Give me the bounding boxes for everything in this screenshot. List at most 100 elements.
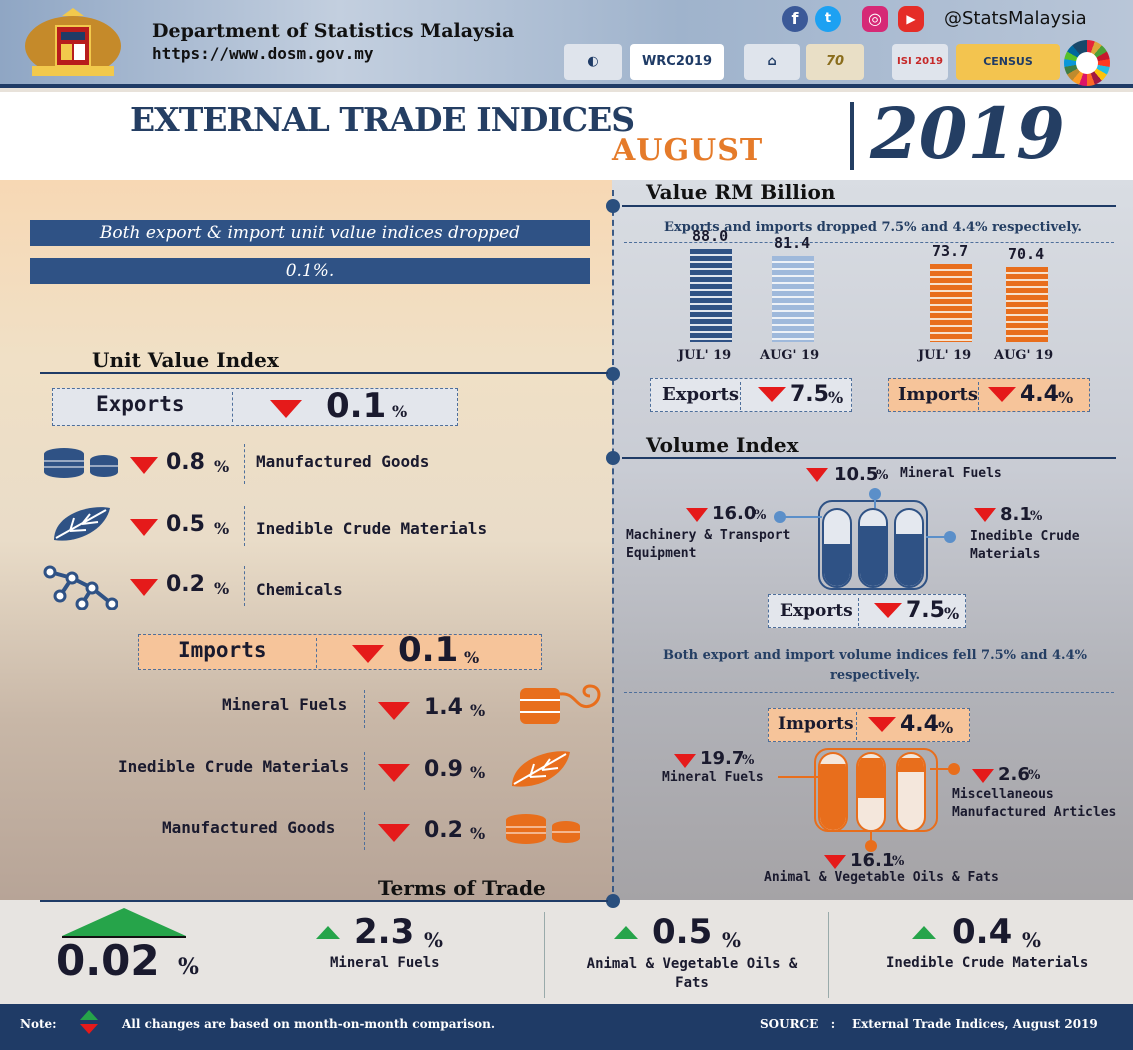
down-arrow-icon xyxy=(868,717,896,732)
value-bar-period: JUL' 19 xyxy=(918,348,972,363)
uv-import-item-value: 0.9 xyxy=(424,757,463,782)
value-bar-label: 88.0 xyxy=(692,227,729,245)
pct-sign: % xyxy=(1030,509,1043,524)
value-bar-imports-1 xyxy=(1006,267,1048,342)
box-divider xyxy=(244,566,245,606)
uv-imports-box xyxy=(138,634,542,670)
uv-imports-value: 0.1 xyxy=(398,630,459,670)
up-arrow-icon xyxy=(80,1010,98,1020)
vol-export-item-value: 16.0 xyxy=(712,503,757,524)
volume-caption: Both export and import volume indices fe… xyxy=(663,648,1087,683)
value-bar-label: 81.4 xyxy=(774,234,811,252)
uv-imports-label: Imports xyxy=(178,638,267,662)
vol-import-item-label: Animal & Vegetable Oils & Fats xyxy=(764,870,999,885)
terms-item-label: Mineral Fuels xyxy=(330,955,440,971)
pct-sign: % xyxy=(944,604,960,623)
pct-sign: % xyxy=(214,519,230,538)
pct-sign: % xyxy=(214,457,230,476)
value-exports-box xyxy=(650,378,852,412)
value-caption: Exports and imports dropped 7.5% and 4.4… xyxy=(664,220,1082,235)
anniversary-logo: 70 xyxy=(806,44,864,80)
timeline-node xyxy=(606,894,620,908)
value-bar-period: JUL' 19 xyxy=(678,348,732,363)
dept-name: Department of Statistics Malaysia xyxy=(152,20,515,42)
volume-title: Volume Index xyxy=(646,433,799,457)
terms-title: Terms of Trade xyxy=(378,876,546,900)
source-label: SOURCE : xyxy=(760,1017,836,1031)
coat-of-arms-logo xyxy=(25,8,121,76)
value-imports-label: Imports xyxy=(898,384,978,405)
note-label: Note: xyxy=(20,1017,57,1031)
uv-export-item-value: 0.2 xyxy=(166,572,205,597)
statistics-logo: ◐ xyxy=(564,44,622,80)
coins-icon xyxy=(44,448,118,478)
down-arrow-icon xyxy=(806,468,828,482)
vol-export-item-label: Machinery & Transport Equipment xyxy=(626,528,791,561)
terms-item-label: Animal & Vegetable Oils & Fats xyxy=(586,956,798,991)
vol-exports-value: 7.5 xyxy=(906,598,945,623)
isi2019-logo: ISI 2019 xyxy=(892,44,948,80)
title-band xyxy=(0,92,1133,180)
vol-export-item-label: Inedible Crude Materials xyxy=(970,529,1080,562)
cylinder-machinery xyxy=(822,508,852,588)
up-arrow-icon xyxy=(316,926,340,939)
timeline-node xyxy=(606,367,620,381)
molecule-icon xyxy=(43,565,118,610)
timeline-node xyxy=(606,451,620,465)
section-underline xyxy=(622,205,1116,207)
uv-export-item-label: Inedible Crude Materials xyxy=(256,519,488,538)
box-divider xyxy=(364,752,365,790)
pct-sign: % xyxy=(178,954,199,980)
pct-sign: % xyxy=(754,508,767,523)
vol-import-item-value: 2.6 xyxy=(998,764,1030,785)
dept-url[interactable]: https://www.dosm.gov.my xyxy=(152,44,374,63)
pct-sign: % xyxy=(470,763,486,782)
cylinder-crude xyxy=(894,508,924,588)
section-underline xyxy=(622,457,1116,459)
connector-line xyxy=(926,536,948,538)
pct-sign: % xyxy=(892,854,905,869)
facebook-icon[interactable]: f xyxy=(782,6,808,32)
leaf-icon xyxy=(512,751,570,787)
connector-dot xyxy=(865,840,877,852)
title-month: AUGUST xyxy=(612,133,764,168)
pct-sign: % xyxy=(742,753,755,768)
box-divider xyxy=(244,444,245,484)
down-arrow-icon xyxy=(972,769,994,783)
vol-exports-box xyxy=(768,594,966,628)
pct-sign: % xyxy=(214,579,230,598)
connector-dot xyxy=(869,488,881,500)
box-divider xyxy=(232,392,233,422)
section-underline xyxy=(40,900,608,902)
terms-item-label: Inedible Crude Materials xyxy=(886,955,1089,971)
box-divider xyxy=(364,812,365,850)
uv-import-item-label: Inedible Crude Materials xyxy=(118,757,350,776)
connector-line xyxy=(930,768,954,770)
down-arrow-icon xyxy=(130,519,158,536)
page-title: EXTERNAL TRADE INDICES xyxy=(130,100,635,139)
down-arrow-icon xyxy=(824,855,846,869)
column-divider xyxy=(544,912,545,998)
uv-exports-label: Exports xyxy=(96,392,185,416)
value-bar-period: AUG' 19 xyxy=(760,348,820,363)
footer-bar xyxy=(0,1004,1133,1050)
pct-sign: % xyxy=(470,824,486,843)
uv-export-item-value: 0.8 xyxy=(166,450,205,475)
fuel-barrel-icon xyxy=(520,684,601,724)
uv-import-item-value: 0.2 xyxy=(424,818,463,843)
twitter-icon[interactable]: t xyxy=(815,6,841,32)
down-arrow-icon xyxy=(974,508,996,522)
instagram-icon[interactable]: ◎ xyxy=(862,6,888,32)
pct-sign: % xyxy=(464,648,480,667)
vol-export-item-label: Mineral Fuels xyxy=(900,466,1002,481)
down-arrow-icon xyxy=(130,457,158,474)
vol-import-item-value: 16.1 xyxy=(850,850,895,871)
unit-value-title: Unit Value Index xyxy=(92,348,279,372)
title-divider xyxy=(850,102,854,170)
title-year: 2019 xyxy=(870,92,1065,175)
youtube-icon[interactable]: ▶ xyxy=(898,6,924,32)
social-handle[interactable]: @StatsMalaysia xyxy=(944,8,1087,29)
cylinder-animal-veg xyxy=(856,752,886,832)
down-arrow-icon xyxy=(130,579,158,596)
terms-item-value: 2.3 xyxy=(354,912,415,952)
